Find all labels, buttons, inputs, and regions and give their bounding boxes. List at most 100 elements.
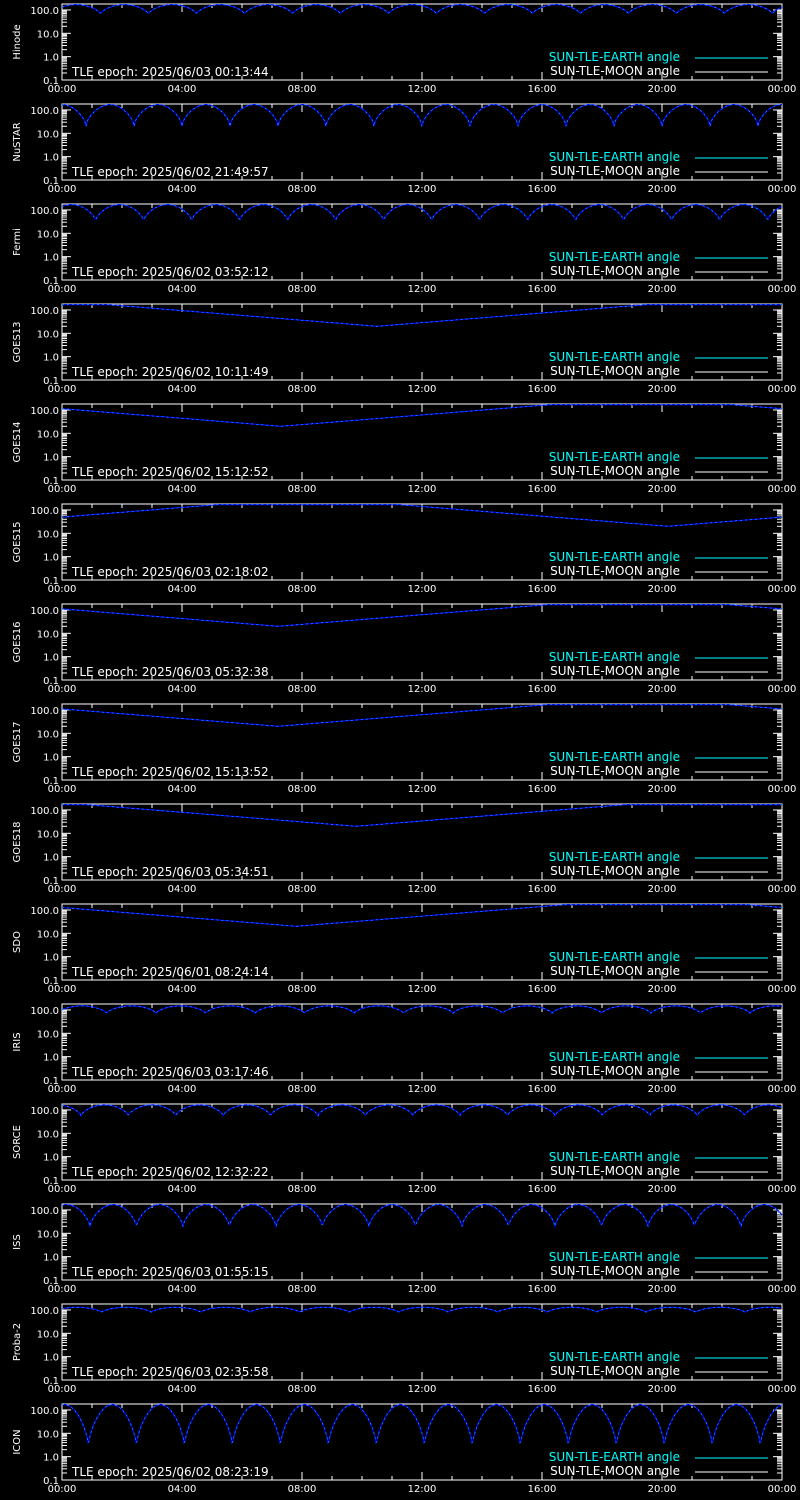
x-tick-label: 08:00 <box>288 584 317 595</box>
tle-epoch-text: TLE epoch: 2025/06/03 03:17:46 <box>71 1065 269 1079</box>
panel-goes15: 0.1 1.0 10.0 100.0 00:00 04:00 08:00 12:00 16:00… <box>12 503 796 595</box>
x-tick-label: 08:00 <box>288 1484 317 1495</box>
x-tick-label: 16:00 <box>528 1184 557 1195</box>
x-tick-label: 04:00 <box>168 684 197 695</box>
legend-moon-label: SUN-TLE-MOON angle <box>550 164 680 178</box>
y-tick-label: 10.0 <box>37 1429 59 1440</box>
earth-angle-curve <box>62 104 782 127</box>
earth-angle-curve <box>61 4 783 14</box>
earth-angle-curve <box>61 1204 783 1228</box>
panel-label: GOES13 <box>12 321 23 362</box>
tle-epoch-text: TLE epoch: 2025/06/02 08:23:19 <box>71 1465 269 1479</box>
x-tick-label: 08:00 <box>288 1384 317 1395</box>
y-tick-label: 1.0 <box>43 353 59 364</box>
x-tick-label: 12:00 <box>408 884 437 895</box>
x-tick-label: 00:00 <box>768 1484 797 1495</box>
x-tick-label: 00:00 <box>768 284 797 295</box>
x-tick-label: 00:00 <box>48 1484 77 1495</box>
panel-icon: 0.1 1.0 10.0 100.0 00:00 04:00 08:00 12:00 16:00… <box>12 1403 797 1495</box>
y-tick-label: 1.0 <box>43 553 59 564</box>
panel-fermi: 0.1 1.0 10.0 100.0 00:00 04:00 08:00 12:00 16:00… <box>12 203 797 295</box>
x-tick-label: 00:00 <box>768 1084 797 1095</box>
x-tick-label: 16:00 <box>528 684 557 695</box>
x-tick-label: 08:00 <box>288 784 317 795</box>
earth-angle-curve <box>61 1307 783 1313</box>
x-tick-label: 20:00 <box>648 684 677 695</box>
x-tick-label: 20:00 <box>648 884 677 895</box>
x-tick-label: 00:00 <box>768 484 797 495</box>
y-tick-label: 0.1 <box>43 76 59 87</box>
tle-epoch-text: TLE epoch: 2025/06/02 15:13:52 <box>71 765 269 779</box>
x-tick-label: 00:00 <box>48 884 77 895</box>
y-tick-label: 0.1 <box>43 576 59 587</box>
legend-moon-label: SUN-TLE-MOON angle <box>550 1364 680 1378</box>
panel-iss: 0.1 1.0 10.0 100.0 00:00 04:00 08:00 12:00 16:00… <box>12 1203 796 1295</box>
x-tick-label: 12:00 <box>408 484 437 495</box>
y-tick-label: 0.1 <box>43 176 59 187</box>
x-tick-label: 04:00 <box>168 1484 197 1495</box>
y-tick-label: 0.1 <box>43 1276 59 1287</box>
legend-earth-label: SUN-TLE-EARTH angle <box>549 1150 680 1164</box>
panel-label: GOES18 <box>12 821 23 862</box>
panel-label: NuSTAR <box>12 122 23 161</box>
legend-earth-label: SUN-TLE-EARTH angle <box>549 650 680 664</box>
tle-epoch-text: TLE epoch: 2025/06/03 05:32:38 <box>71 665 269 679</box>
x-tick-label: 16:00 <box>528 484 557 495</box>
x-tick-label: 00:00 <box>48 1384 77 1395</box>
y-tick-label: 100.0 <box>30 1206 59 1217</box>
y-tick-label: 10.0 <box>37 929 59 940</box>
y-tick-label: 1.0 <box>43 953 59 964</box>
tle-epoch-text: TLE epoch: 2025/06/03 00:13:44 <box>71 65 269 79</box>
x-tick-label: 00:00 <box>768 984 797 995</box>
legend-moon-label: SUN-TLE-MOON angle <box>550 264 680 278</box>
y-tick-label: 10.0 <box>37 229 59 240</box>
y-tick-label: 10.0 <box>37 429 59 440</box>
legend-moon-label: SUN-TLE-MOON angle <box>550 1464 680 1478</box>
x-tick-label: 00:00 <box>768 884 797 895</box>
x-tick-label: 16:00 <box>528 784 557 795</box>
panel-label: SDO <box>12 931 23 953</box>
x-tick-label: 12:00 <box>408 1184 437 1195</box>
legend-earth-label: SUN-TLE-EARTH angle <box>549 1350 680 1364</box>
y-tick-label: 0.1 <box>43 776 59 787</box>
y-tick-label: 0.1 <box>43 976 59 987</box>
legend-moon-label: SUN-TLE-MOON angle <box>550 1164 680 1178</box>
y-tick-label: 10.0 <box>37 629 59 640</box>
y-tick-label: 1.0 <box>43 1153 59 1164</box>
x-tick-label: 00:00 <box>48 1184 77 1195</box>
legend-earth-label: SUN-TLE-EARTH angle <box>549 1250 680 1264</box>
x-tick-label: 04:00 <box>168 284 197 295</box>
y-tick-label: 0.1 <box>43 476 59 487</box>
x-tick-label: 20:00 <box>648 284 677 295</box>
x-tick-label: 00:00 <box>48 1284 77 1295</box>
x-tick-label: 00:00 <box>48 384 77 395</box>
x-tick-label: 04:00 <box>168 784 197 795</box>
y-tick-label: 1.0 <box>43 1453 59 1464</box>
x-tick-label: 00:00 <box>48 784 77 795</box>
legend-earth-label: SUN-TLE-EARTH angle <box>549 250 680 264</box>
earth-angle-curve <box>61 1404 783 1444</box>
x-tick-label: 12:00 <box>408 1384 437 1395</box>
x-tick-label: 12:00 <box>408 184 437 195</box>
angle-curve <box>61 204 783 221</box>
legend-moon-label: SUN-TLE-MOON angle <box>550 64 680 78</box>
legend-earth-label: SUN-TLE-EARTH angle <box>549 550 680 564</box>
x-tick-label: 16:00 <box>528 84 557 95</box>
x-tick-label: 16:00 <box>528 284 557 295</box>
x-tick-label: 20:00 <box>648 1484 677 1495</box>
tle-epoch-text: TLE epoch: 2025/06/02 03:52:12 <box>71 265 269 279</box>
legend-moon-label: SUN-TLE-MOON angle <box>550 764 680 778</box>
y-tick-label: 1.0 <box>43 1253 59 1264</box>
earth-angle-curve <box>61 504 783 527</box>
x-tick-label: 20:00 <box>648 84 677 95</box>
legend-moon-label: SUN-TLE-MOON angle <box>550 664 680 678</box>
y-tick-label: 100.0 <box>30 1006 59 1017</box>
x-tick-label: 12:00 <box>408 84 437 95</box>
x-tick-label: 00:00 <box>768 84 797 95</box>
x-tick-label: 12:00 <box>408 784 437 795</box>
y-tick-label: 1.0 <box>43 753 59 764</box>
x-tick-label: 12:00 <box>408 984 437 995</box>
x-tick-label: 00:00 <box>48 484 77 495</box>
x-tick-label: 04:00 <box>168 184 197 195</box>
y-tick-label: 100.0 <box>30 306 59 317</box>
